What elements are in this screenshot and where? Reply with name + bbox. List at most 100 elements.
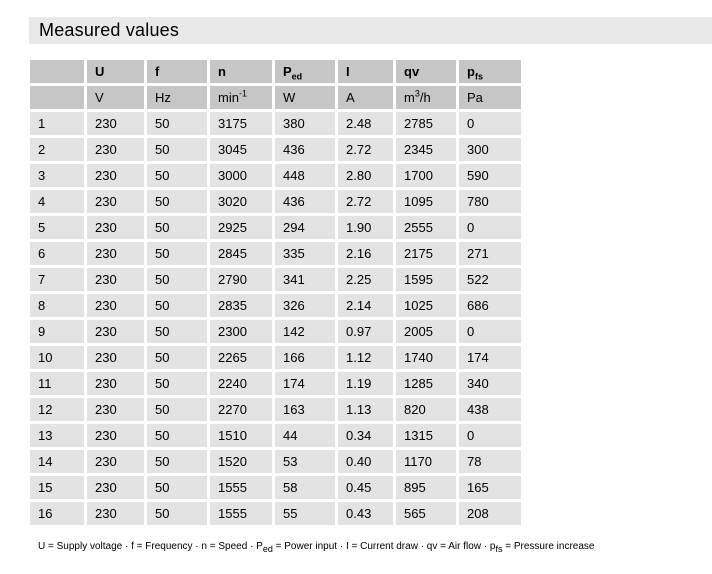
table-cell: 208 (459, 502, 521, 525)
table-cell: 0 (459, 424, 521, 447)
table-cell: 2300 (210, 320, 272, 343)
table-cell: 11 (30, 372, 84, 395)
table-cell: 340 (459, 372, 521, 395)
table-cell: 230 (87, 476, 144, 499)
table-row: 2 230 50 3045 436 2.72 2345 300 (30, 138, 521, 161)
table-cell: 230 (87, 242, 144, 265)
table-cell: 53 (275, 450, 335, 473)
table-cell: 820 (396, 398, 456, 421)
table-cell: 230 (87, 268, 144, 291)
table-cell: 0 (459, 112, 521, 135)
column-header: I (338, 60, 393, 83)
table-cell: 230 (87, 164, 144, 187)
table-cell: 686 (459, 294, 521, 317)
table-cell: 230 (87, 346, 144, 369)
table-row: 12 230 50 2270 163 1.13 820 438 (30, 398, 521, 421)
table-cell: 50 (147, 190, 207, 213)
column-header: n (210, 60, 272, 83)
table-cell: 50 (147, 320, 207, 343)
table-cell: 0 (459, 320, 521, 343)
table-cell: 50 (147, 294, 207, 317)
table-cell: 0.43 (338, 502, 393, 525)
table-row: 13 230 50 1510 44 0.34 1315 0 (30, 424, 521, 447)
table-body: 1 230 50 3175 380 2.48 2785 0 2 230 50 3045 436 2.72 2… (30, 112, 521, 525)
table-cell: 50 (147, 112, 207, 135)
table-cell: 50 (147, 476, 207, 499)
column-header (30, 60, 84, 83)
table-row: 15 230 50 1555 58 0.45 895 165 (30, 476, 521, 499)
table-cell: 1.12 (338, 346, 393, 369)
column-unit: A (338, 86, 393, 109)
table-cell: 3045 (210, 138, 272, 161)
table-cell: 1555 (210, 502, 272, 525)
table-cell: 230 (87, 398, 144, 421)
table-cell: 2270 (210, 398, 272, 421)
table-cell: 0.45 (338, 476, 393, 499)
table-cell: 230 (87, 502, 144, 525)
table-cell: 9 (30, 320, 84, 343)
table-cell: 4 (30, 190, 84, 213)
table-cell: 2.80 (338, 164, 393, 187)
table-cell: 50 (147, 398, 207, 421)
table-cell: 438 (459, 398, 521, 421)
table-cell: 895 (396, 476, 456, 499)
column-header: f (147, 60, 207, 83)
table-cell: 326 (275, 294, 335, 317)
legend-text: U = Supply voltage · f = Frequency · n =… (38, 541, 595, 554)
table-cell: 1520 (210, 450, 272, 473)
table-cell: 50 (147, 268, 207, 291)
table-cell: 44 (275, 424, 335, 447)
table-cell: 1595 (396, 268, 456, 291)
table-cell: 1700 (396, 164, 456, 187)
table-cell: 15 (30, 476, 84, 499)
table-cell: 3000 (210, 164, 272, 187)
table-cell: 2785 (396, 112, 456, 135)
table-cell: 50 (147, 164, 207, 187)
table-cell: 780 (459, 190, 521, 213)
table-cell: 271 (459, 242, 521, 265)
table-cell: 230 (87, 372, 144, 395)
table-row: 16 230 50 1555 55 0.43 565 208 (30, 502, 521, 525)
table-cell: 230 (87, 190, 144, 213)
table-cell: 2.72 (338, 138, 393, 161)
table-cell: 0.34 (338, 424, 393, 447)
table-cell: 590 (459, 164, 521, 187)
table-cell: 1.90 (338, 216, 393, 239)
section-title-bar: Measured values (29, 17, 712, 44)
table-cell: 1 (30, 112, 84, 135)
table-cell: 448 (275, 164, 335, 187)
table-cell: 436 (275, 190, 335, 213)
column-unit: V (87, 86, 144, 109)
table-cell: 2835 (210, 294, 272, 317)
table-cell: 565 (396, 502, 456, 525)
column-header: pfs (459, 60, 521, 83)
table-cell: 522 (459, 268, 521, 291)
column-unit: Pa (459, 86, 521, 109)
table-cell: 50 (147, 372, 207, 395)
table-cell: 230 (87, 294, 144, 317)
table-cell: 174 (459, 346, 521, 369)
table-cell: 436 (275, 138, 335, 161)
table-cell: 163 (275, 398, 335, 421)
table-row: 6 230 50 2845 335 2.16 2175 271 (30, 242, 521, 265)
table-cell: 12 (30, 398, 84, 421)
table-cell: 2.14 (338, 294, 393, 317)
table-cell: 0 (459, 216, 521, 239)
table-cell: 58 (275, 476, 335, 499)
table-cell: 166 (275, 346, 335, 369)
table-cell: 3020 (210, 190, 272, 213)
table-cell: 174 (275, 372, 335, 395)
table-cell: 2240 (210, 372, 272, 395)
table-cell: 230 (87, 112, 144, 135)
table-cell: 50 (147, 424, 207, 447)
table-cell: 230 (87, 450, 144, 473)
table-cell: 13 (30, 424, 84, 447)
table-cell: 3 (30, 164, 84, 187)
column-header: U (87, 60, 144, 83)
table-cell: 341 (275, 268, 335, 291)
table-cell: 1170 (396, 450, 456, 473)
table-cell: 78 (459, 450, 521, 473)
table-cell: 50 (147, 450, 207, 473)
